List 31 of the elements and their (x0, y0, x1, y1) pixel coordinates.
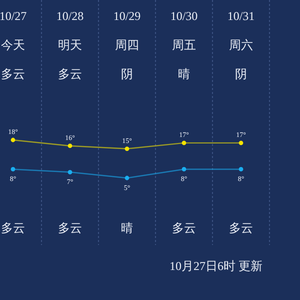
text: 多云 (58, 67, 82, 81)
text: 多云 (1, 221, 25, 235)
point (238, 140, 244, 146)
point (182, 140, 186, 146)
text: 今天 (1, 38, 25, 52)
point (182, 167, 186, 172)
x-tick-label: 10/28 (56, 9, 84, 23)
point (68, 144, 72, 148)
text: 多云 (172, 221, 196, 235)
text: 周五 (172, 38, 196, 52)
text: 晴 (178, 67, 190, 81)
text: 阴 (121, 67, 133, 81)
text: 明天 (58, 38, 82, 52)
point (124, 146, 130, 151)
point (10, 138, 16, 142)
x-tick-label: 10/27 (0, 9, 27, 23)
text: 阴 (235, 67, 247, 81)
point (124, 176, 130, 180)
point (10, 167, 16, 172)
text: 晴 (121, 221, 133, 235)
point (238, 167, 244, 172)
text: 多云 (1, 67, 25, 81)
x-tick-label: 10/31 (227, 9, 255, 23)
text: 10月27日6时 更新 (170, 259, 262, 273)
text: 周六 (229, 38, 253, 52)
x-tick-label: 10/30 (170, 9, 198, 23)
text: 多云 (229, 221, 253, 235)
text: 多云 (58, 221, 82, 235)
text: 周四 (115, 38, 139, 52)
x-tick-label: 10/29 (113, 9, 141, 23)
point (68, 170, 72, 174)
